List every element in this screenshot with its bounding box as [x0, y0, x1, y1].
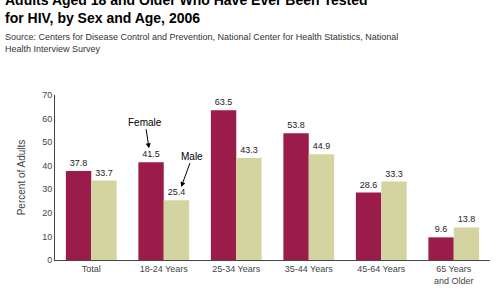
svg-text:44.9: 44.9	[313, 141, 331, 151]
svg-text:Adults Aged 18 and Older Who H: Adults Aged 18 and Older Who Have Ever B…	[5, 0, 368, 26]
svg-text:45-64 Years: 45-64 Years	[357, 264, 406, 274]
svg-text:13.8: 13.8	[458, 214, 476, 224]
svg-text:35-44 Years: 35-44 Years	[285, 264, 334, 274]
svg-text:25-34 Years: 25-34 Years	[212, 264, 261, 274]
svg-text:Female: Female	[128, 117, 162, 128]
svg-text:60: 60	[42, 114, 52, 124]
svg-text:50: 50	[42, 137, 52, 147]
svg-text:18-24 Years: 18-24 Years	[140, 264, 189, 274]
svg-text:0: 0	[47, 255, 52, 265]
svg-text:20: 20	[42, 208, 52, 218]
svg-text:25.4: 25.4	[168, 187, 186, 197]
svg-text:65 Yearsand Older: 65 Yearsand Older	[434, 264, 474, 286]
svg-text:Source: Centers for Disease Co: Source: Centers for Disease Control and …	[5, 32, 398, 54]
svg-text:28.6: 28.6	[360, 180, 378, 190]
svg-text:63.5: 63.5	[215, 97, 233, 107]
svg-text:41.5: 41.5	[142, 149, 160, 159]
svg-text:70: 70	[42, 90, 52, 100]
svg-text:33.3: 33.3	[385, 169, 403, 179]
svg-text:10: 10	[42, 232, 52, 242]
svg-text:30: 30	[42, 184, 52, 194]
svg-text:40: 40	[42, 161, 52, 171]
svg-text:Percent of Adults: Percent of Adults	[16, 140, 27, 216]
svg-text:43.3: 43.3	[240, 145, 258, 155]
svg-text:Total: Total	[82, 264, 101, 274]
svg-text:53.8: 53.8	[287, 120, 305, 130]
svg-text:37.8: 37.8	[70, 158, 88, 168]
svg-text:Male: Male	[181, 151, 203, 162]
svg-text:33.7: 33.7	[95, 168, 113, 178]
svg-text:9.6: 9.6	[435, 224, 448, 234]
